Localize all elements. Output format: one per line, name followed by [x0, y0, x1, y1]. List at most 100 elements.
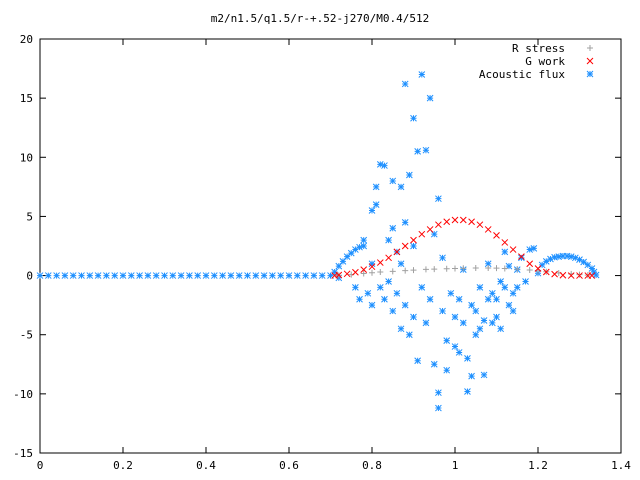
y-tick-label: 10 [20, 151, 33, 164]
data-point [244, 272, 251, 279]
data-point [331, 268, 339, 276]
data-point [210, 272, 218, 279]
y-tick-label: 15 [20, 92, 33, 105]
data-point [418, 230, 426, 238]
data-point [584, 261, 592, 269]
data-point [439, 307, 446, 315]
data-point [426, 295, 434, 303]
data-point [360, 270, 367, 277]
data-point [542, 258, 550, 265]
data-point [509, 289, 517, 297]
data-point [414, 148, 422, 155]
data-point [53, 272, 60, 279]
y-axis: -15 -10 -5 0 5 10 15 20 [13, 33, 621, 460]
data-point [376, 161, 384, 168]
y-tick-label: 20 [20, 33, 33, 46]
data-point [501, 248, 509, 256]
data-point [518, 253, 525, 260]
data-point [252, 272, 260, 279]
data-point [472, 307, 480, 315]
data-point [401, 242, 409, 250]
data-point [480, 371, 488, 379]
data-point [430, 230, 438, 238]
x-tick-label: 0.4 [196, 459, 216, 472]
data-point [493, 313, 500, 321]
data-point [459, 319, 467, 327]
data-point [485, 265, 492, 272]
series-acoustic-flux [36, 71, 600, 412]
data-point [103, 272, 110, 279]
data-point [372, 183, 380, 191]
data-point [94, 272, 102, 279]
data-point [269, 272, 276, 279]
data-point [260, 272, 268, 279]
data-point [538, 261, 546, 269]
chart-title: m2/n1.5/q1.5/r-+.52-j270/M0.4/512 [211, 12, 430, 25]
data-point [526, 267, 533, 274]
data-point [468, 301, 475, 309]
data-point [590, 268, 598, 276]
data-point [381, 295, 388, 303]
data-point [493, 295, 500, 303]
data-point [472, 265, 479, 272]
data-point [194, 272, 202, 279]
data-point [426, 226, 434, 233]
data-point [219, 272, 226, 279]
data-point [455, 295, 463, 303]
data-point [567, 272, 575, 279]
data-point [318, 272, 326, 279]
data-point [555, 253, 563, 260]
data-point [410, 267, 417, 274]
data-point [484, 260, 492, 268]
data-point [472, 331, 480, 339]
data-point [488, 289, 496, 297]
data-point [119, 272, 127, 279]
legend-label: R stress [512, 42, 565, 55]
data-point [576, 272, 583, 279]
data-point [136, 272, 143, 279]
data-point [401, 218, 409, 226]
data-point [476, 221, 484, 229]
data-point [422, 146, 430, 154]
data-point [542, 268, 550, 276]
data-point [397, 183, 405, 191]
data-point [144, 272, 152, 279]
data-point [69, 272, 77, 279]
data-point [567, 253, 575, 260]
data-point [86, 272, 94, 279]
data-point [422, 266, 429, 273]
data-point [235, 272, 243, 279]
plot-frame [39, 38, 622, 454]
data-point [405, 171, 413, 179]
data-point [518, 254, 525, 262]
data-point [385, 236, 392, 244]
y-tick-label: -15 [13, 447, 33, 460]
data-point [402, 267, 409, 274]
data-point [443, 265, 450, 272]
data-point [526, 246, 534, 253]
data-point [393, 289, 401, 297]
data-point [186, 272, 193, 279]
data-point [526, 260, 534, 268]
data-point [360, 266, 368, 274]
data-point [588, 265, 596, 272]
data-point [418, 284, 426, 291]
data-point [377, 269, 384, 276]
data-point [410, 236, 417, 244]
data-point [505, 262, 513, 270]
data-point [389, 307, 397, 315]
data-series [36, 71, 600, 412]
data-point [277, 272, 285, 279]
data-point [435, 389, 442, 397]
data-point [364, 289, 372, 297]
data-point [501, 265, 508, 272]
data-point [405, 331, 413, 339]
data-point [352, 268, 359, 276]
data-point [376, 259, 384, 266]
legend-label: G work [525, 55, 565, 68]
data-point [381, 162, 388, 169]
data-point [227, 272, 235, 279]
data-point [368, 301, 376, 309]
data-point [368, 260, 376, 268]
data-point [356, 243, 363, 251]
